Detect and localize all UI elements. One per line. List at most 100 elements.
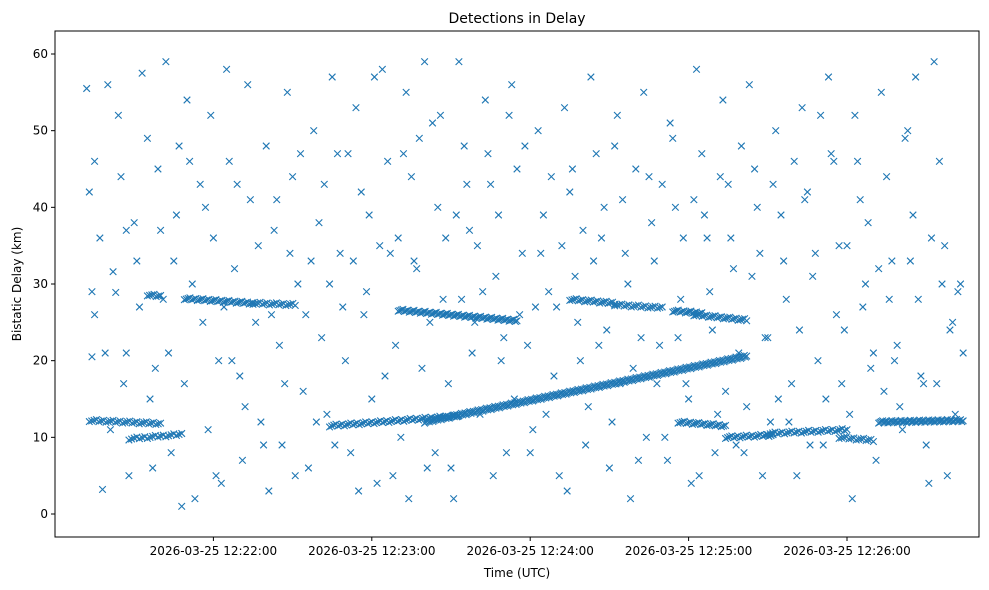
data-point — [676, 418, 684, 427]
data-point — [632, 302, 640, 310]
data-point — [719, 315, 728, 323]
data-point — [284, 301, 292, 309]
data-point — [552, 303, 561, 311]
data-point — [418, 364, 426, 373]
data-point — [147, 419, 155, 427]
data-point — [736, 434, 744, 442]
data-point — [222, 65, 231, 74]
data-point — [283, 88, 292, 97]
data-point — [707, 313, 715, 321]
data-point — [711, 422, 719, 430]
x-tick-label: 2026-03-25 12:25:00 — [625, 544, 752, 558]
data-point — [148, 291, 156, 299]
data-point — [238, 456, 247, 465]
y-axis-ticks: 0 10 20 30 40 50 60 — [33, 47, 55, 521]
data-point — [278, 441, 286, 449]
data-point — [785, 418, 793, 426]
data-point — [111, 418, 120, 427]
data-point — [898, 425, 907, 434]
data-point — [408, 416, 416, 424]
data-point — [723, 314, 732, 322]
data-point — [882, 172, 891, 181]
data-point — [547, 172, 556, 181]
data-point — [447, 464, 455, 472]
x-tick-label: 2026-03-25 12:26:00 — [783, 544, 910, 558]
data-point — [752, 432, 761, 440]
data-point — [574, 318, 582, 327]
data-point — [769, 180, 777, 189]
data-point — [104, 417, 113, 426]
data-point — [246, 195, 255, 204]
data-point — [156, 419, 165, 427]
data-point — [481, 96, 490, 104]
data-point — [368, 395, 376, 403]
data-point — [529, 425, 537, 434]
data-point — [178, 502, 186, 511]
data-point — [494, 211, 503, 219]
data-point — [730, 315, 738, 323]
data-point — [867, 364, 875, 373]
data-point — [610, 302, 619, 310]
data-point — [606, 299, 615, 307]
data-point — [935, 157, 944, 166]
data-point — [840, 426, 849, 435]
data-point — [800, 428, 808, 436]
data-point — [943, 471, 952, 480]
data-point — [137, 419, 146, 427]
data-point — [497, 356, 505, 365]
data-point — [690, 195, 698, 204]
data-point — [608, 418, 616, 426]
data-point — [869, 349, 878, 357]
data-point — [861, 280, 870, 288]
data-point — [742, 352, 751, 360]
data-point — [703, 421, 711, 430]
data-point — [646, 303, 655, 312]
data-point — [172, 211, 181, 219]
data-point — [96, 234, 104, 242]
data-point — [591, 297, 600, 306]
data-point — [207, 111, 215, 120]
data-point — [753, 203, 761, 212]
data-point — [209, 234, 218, 242]
data-point — [698, 149, 706, 158]
data-point — [513, 317, 521, 325]
data-point — [254, 241, 262, 250]
data-point — [568, 296, 576, 304]
data-point — [402, 88, 410, 97]
data-point — [690, 420, 699, 428]
data-point — [658, 180, 666, 189]
data-point — [364, 419, 372, 428]
data-point — [676, 295, 685, 304]
data-point — [780, 430, 789, 438]
data-point — [90, 310, 99, 319]
data-point — [154, 165, 162, 173]
data-point — [558, 241, 566, 250]
data-point — [777, 211, 785, 219]
data-point — [502, 448, 511, 457]
data-point — [117, 172, 125, 181]
x-axis-ticks: 2026-03-25 12:22:00 2026-03-25 12:23:00 20… — [150, 537, 911, 558]
data-point — [90, 157, 99, 166]
data-point — [678, 418, 686, 426]
data-point — [713, 314, 721, 322]
data-point — [737, 142, 746, 150]
data-point — [212, 471, 220, 480]
data-point — [857, 435, 865, 443]
data-point — [191, 494, 199, 503]
data-point — [145, 291, 154, 300]
data-point — [756, 249, 764, 258]
data-point — [830, 157, 838, 166]
data-point — [790, 157, 798, 166]
data-point — [410, 257, 418, 265]
data-point — [342, 421, 351, 429]
data-point — [620, 302, 628, 310]
data-point — [583, 297, 591, 305]
y-tick-label: 0 — [40, 507, 48, 521]
data-point — [88, 287, 96, 296]
data-point — [402, 416, 410, 425]
data-point — [824, 73, 833, 81]
data-point — [349, 421, 357, 429]
data-point — [877, 88, 886, 97]
y-tick-label: 10 — [33, 430, 48, 444]
data-point — [478, 287, 487, 296]
